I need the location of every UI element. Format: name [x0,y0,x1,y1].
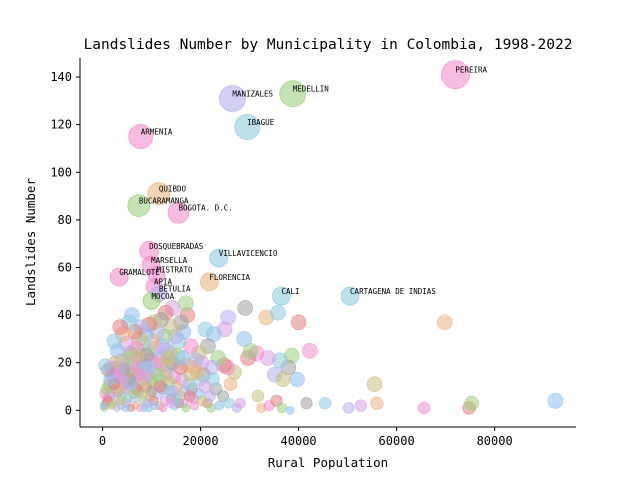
data-point [417,401,431,415]
labeled-data-point [142,291,161,310]
data-point [121,350,136,366]
x-tick-label: 20000 [183,434,219,448]
x-tick-label: 80000 [477,434,513,448]
labeled-points-layer [109,60,470,310]
data-point [234,397,246,409]
data-point [142,398,152,408]
point-annotation: BUCARAMANGA [139,197,189,206]
point-annotation: MOCOA [152,292,175,301]
data-point [342,402,355,414]
data-point [198,380,212,394]
data-point [112,319,128,335]
labeled-data-point [234,114,261,140]
data-point [196,395,208,407]
labeled-data-point [272,286,291,306]
data-point [181,403,191,413]
data-point [107,401,117,410]
point-annotation: BETULIA [159,285,191,294]
x-axis-ticks: 0 20000 40000 60000 80000 [99,427,513,448]
data-point [106,333,123,350]
labeled-data-point [279,80,307,108]
y-tick-label: 60 [58,260,72,274]
labeled-data-point [127,194,151,218]
labeled-data-point [199,272,219,292]
chart-title: Landslides Number by Municipality in Col… [84,37,573,53]
data-point [175,350,191,366]
data-point [302,343,318,359]
data-point [223,397,235,409]
data-point [237,300,253,316]
point-annotation: DOSQUEBRADAS [149,242,204,251]
x-tick-label: 40000 [281,434,317,448]
x-tick-label: 0 [99,434,106,448]
point-annotation: VILLAVICENCIO [219,249,278,258]
data-point [236,331,252,347]
data-point [251,389,265,403]
y-tick-label: 100 [50,165,72,179]
data-point [189,365,205,380]
labeled-data-point [128,124,154,149]
data-point [270,304,286,321]
y-tick-label: 40 [58,308,72,322]
point-annotation: MARSELLA [151,256,188,265]
y-tick-label: 80 [58,213,72,227]
data-point [285,406,295,415]
point-annotation: CARTAGENA DE INDIAS [350,287,436,296]
data-point [178,295,194,312]
point-annotation: GRAMALOTE [119,268,160,277]
y-tick-label: 120 [50,118,72,132]
y-tick-label: 0 [65,403,72,417]
y-tick-label: 20 [58,356,72,370]
data-point [223,377,238,391]
labeled-data-point [167,201,190,224]
labeled-data-point [441,60,470,90]
point-annotation: QUIBDO [159,185,187,194]
data-point [276,402,288,414]
point-annotation: BOGOTA. D.C. [179,204,233,213]
point-annotation: MISTRATO [156,266,193,275]
y-tick-label: 140 [50,70,72,84]
y-axis-label: Landslides Number [23,178,38,306]
data-point [214,400,225,411]
data-point [167,385,180,398]
data-point [290,314,307,331]
point-annotation: ARMENIA [141,128,173,137]
point-annotation: PEREIRA [455,66,487,75]
annotation-layer: PEREIRA MEDELLIN MANIZALES IBAGUE ARMENIA QUI… [119,66,487,301]
data-point [370,396,384,410]
labeled-data-point [147,182,171,206]
x-axis-label: Rural Population [268,455,388,470]
data-point [318,397,332,410]
data-point [189,400,200,411]
y-axis-ticks: 0 20 40 60 80 100 120 140 [50,70,80,417]
point-annotation: CALI [281,287,299,296]
data-point [98,358,112,372]
points-layer [98,295,564,415]
data-point [275,371,291,387]
point-annotation: MANIZALES [232,89,273,98]
labeled-data-point [340,286,360,306]
data-point [160,350,176,366]
data-point [300,397,313,410]
data-point [547,393,564,409]
data-point [115,396,126,406]
data-point [464,395,479,411]
data-point [165,398,176,409]
data-point [366,376,383,392]
point-annotation: MEDELLIN [293,85,329,94]
data-point [354,399,368,412]
labeled-data-point [209,248,229,268]
data-point [197,321,214,338]
point-annotation: FLORENCIA [209,273,250,282]
data-point [158,403,168,413]
x-tick-label: 60000 [379,434,415,448]
data-point [184,390,196,402]
point-annotation: APIA [154,278,173,287]
data-point [99,401,108,410]
labeled-data-point [109,267,129,287]
data-point [436,314,453,331]
point-annotation: IBAGUE [247,118,275,127]
labeled-data-point [219,85,246,112]
